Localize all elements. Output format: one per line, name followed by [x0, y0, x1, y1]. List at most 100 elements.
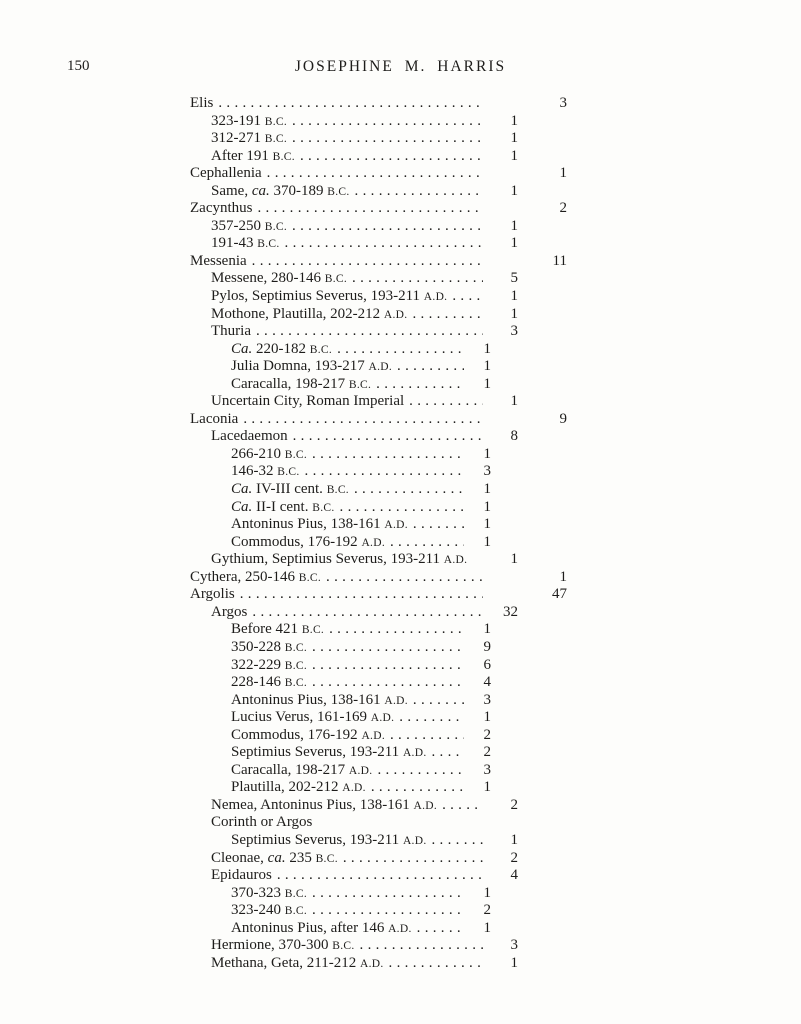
list-item: Antoninus Pius, 138-161 A.D.............… [190, 692, 570, 710]
entry-count: 1 [483, 375, 492, 392]
entry-label: After 191 B.C. [190, 148, 295, 167]
list-item: Same, ca. 370-189 B.C...................… [190, 183, 570, 201]
era-abbrev: A.D. [370, 712, 395, 725]
entry-label: Cephallenia [190, 165, 262, 183]
entry-count: 1 [483, 445, 492, 462]
entry-label: Cythera, 250-146 B.C. [190, 569, 321, 588]
label-text: Commodus, 176-192 [231, 726, 362, 743]
label-text: Lucius Verus, 161-169 [231, 709, 371, 726]
label-text: Mothone, Plautilla, 202-212 [211, 305, 384, 322]
dot-leader: ........................................… [266, 165, 483, 182]
entry-count: 1 [510, 954, 519, 971]
label-text: Gythium, Septimius Severus, 193-211 [211, 551, 444, 568]
entry-count: 1 [510, 217, 519, 234]
era-abbrev: B.C. [264, 115, 288, 128]
entry-count: 3 [510, 937, 519, 954]
era-abbrev: A.D. [361, 536, 385, 549]
entry-count: 1 [510, 235, 519, 252]
list-item: Septimius Severus, 193-211 A.D..........… [190, 744, 570, 762]
list-item: 146-32 B.C..............................… [190, 463, 570, 481]
list-item: Caracalla, 198-217 A.D..................… [190, 762, 570, 780]
label-text: Lacedaemon [211, 428, 288, 445]
entry-label: Argolis [190, 586, 235, 604]
entry-count: 1 [483, 533, 492, 550]
label-text: Nemea, Antoninus Pius, 138-161 [211, 796, 414, 813]
dot-leader: ........................................… [251, 252, 483, 269]
entry-count: 2 [559, 200, 568, 217]
entry-count: 3 [483, 761, 492, 778]
entry-label: Uncertain City, Roman Imperial [190, 393, 404, 411]
list-item: 228-146 B.C.............................… [190, 674, 570, 692]
dot-leader: ........................................… [412, 516, 464, 533]
dot-leader: ........................................… [377, 761, 464, 778]
entry-label: Plautilla, 202-212 A.D. [190, 779, 366, 798]
entry-label: 323-191 B.C. [190, 113, 287, 132]
label-text: 146-32 [231, 463, 278, 480]
dot-leader: ........................................… [312, 884, 464, 901]
era-abbrev: A.D. [402, 747, 427, 760]
list-item: Commodus, 176-192 A.D...................… [190, 727, 570, 745]
dot-leader: ........................................… [342, 849, 483, 866]
entry-count: 2 [510, 849, 519, 866]
entry-count: 8 [510, 428, 519, 445]
dot-leader: ........................................… [292, 130, 483, 147]
entry-label: Commodus, 176-192 A.D. [190, 727, 385, 746]
era-abbrev: A.D. [348, 764, 373, 777]
dot-leader: ........................................… [352, 270, 483, 287]
era-abbrev: B.C. [327, 185, 350, 198]
dot-leader: ........................................… [376, 375, 464, 392]
list-item: Ca. II-I cent. B.C......................… [190, 499, 570, 517]
label-text: Plautilla, 202-212 [231, 779, 343, 796]
era-abbrev: A.D. [402, 834, 427, 847]
entry-count: 1 [510, 551, 519, 568]
entry-label: Argos [190, 604, 247, 622]
circa-abbrev: Ca. [231, 340, 253, 357]
dot-leader: ........................................… [292, 428, 483, 445]
era-abbrev: B.C. [332, 940, 355, 953]
dot-leader: ........................................… [218, 95, 483, 111]
entry-label: 322-229 B.C. [190, 657, 307, 676]
label-text: Laconia [190, 410, 239, 427]
list-item: Hermione, 370-300 B.C...................… [190, 937, 570, 955]
label-text: 228-146 [231, 674, 285, 691]
label-text: Antoninus Pius, after 146 [231, 919, 389, 936]
entry-label: Gythium, Septimius Severus, 193-211 A.D. [190, 551, 467, 570]
circa-abbrev: Ca. [231, 481, 253, 498]
era-abbrev: A.D. [383, 308, 408, 321]
entry-count: 1 [483, 919, 492, 936]
dot-leader: ........................................… [304, 463, 464, 480]
label-text: 235 [285, 849, 316, 866]
era-abbrev: B.C. [284, 659, 308, 672]
era-abbrev: B.C. [312, 501, 335, 514]
entry-count: 1 [483, 884, 492, 901]
list-item: Gythium, Septimius Severus, 193-211 A.D.… [190, 551, 570, 569]
entry-label: Antoninus Pius, 138-161 A.D. [190, 516, 408, 535]
entry-count: 1 [559, 568, 568, 585]
era-abbrev: B.C. [348, 378, 372, 391]
entry-label: Corinth or Argos [190, 814, 312, 832]
entry-count: 1 [483, 358, 492, 375]
entry-count: 1 [510, 130, 519, 147]
list-item: 370-323 B.C.............................… [190, 885, 570, 903]
label-text: 312-271 [211, 130, 265, 147]
list-item: 266-210 B.C.............................… [190, 446, 570, 464]
label-text: Cythera, 250-146 [190, 568, 299, 585]
list-item: Laconia.................................… [190, 411, 570, 429]
entry-count: 1 [510, 147, 519, 164]
entry-count: 2 [483, 744, 492, 761]
label-text: IV-III cent. [252, 481, 327, 498]
dot-leader: ........................................… [312, 674, 464, 691]
entry-label: Caracalla, 198-217 A.D. [190, 762, 372, 781]
list-item: Messenia................................… [190, 253, 570, 271]
list-item: 191-43 B.C..............................… [190, 235, 570, 253]
entry-label: Ca. 220-182 B.C. [190, 341, 332, 360]
era-abbrev: B.C. [301, 624, 325, 637]
label-text: Before 421 [231, 621, 302, 638]
dot-leader: ........................................… [255, 323, 483, 340]
list-item: Caracalla, 198-217 B.C..................… [190, 376, 570, 394]
era-abbrev: B.C. [264, 220, 288, 233]
entry-count: 3 [483, 691, 492, 708]
dot-leader: ........................................… [284, 235, 483, 252]
label-text: Pylos, Septimius Severus, 193-211 [211, 288, 424, 305]
